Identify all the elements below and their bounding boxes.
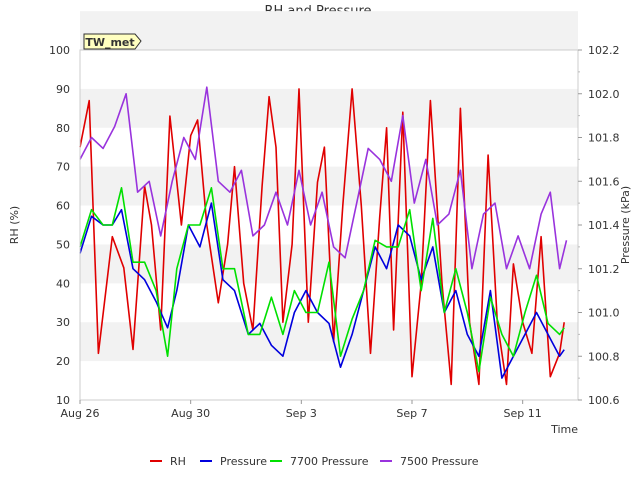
y-tick-label: 90 bbox=[56, 83, 70, 96]
legend-label: RH bbox=[170, 455, 186, 468]
legend-label: 7700 Pressure bbox=[290, 455, 369, 468]
y2-tick-label: 102.2 bbox=[588, 44, 620, 57]
y-tick-label: 50 bbox=[56, 238, 70, 251]
y2-tick-label: 101.6 bbox=[588, 175, 620, 188]
y-tick-label: 60 bbox=[56, 200, 70, 213]
y2-tick-label: 101.8 bbox=[588, 132, 620, 145]
y2-tick-label: 102.0 bbox=[588, 88, 620, 101]
x-tick-label: Sep 7 bbox=[396, 407, 427, 420]
y2-tick-label: 101.4 bbox=[588, 219, 620, 232]
y-tick-label: 40 bbox=[56, 277, 70, 290]
y2-tick-label: 101.2 bbox=[588, 263, 620, 276]
y-tick-label: 80 bbox=[56, 122, 70, 135]
y-tick-label: 30 bbox=[56, 316, 70, 329]
x-tick-label: Aug 26 bbox=[61, 407, 100, 420]
station-badge-box bbox=[83, 33, 142, 50]
y2-tick-label: 100.8 bbox=[588, 350, 620, 363]
legend-label: Pressure bbox=[220, 455, 267, 468]
y-axis-right-label: Pressure (kPa) bbox=[619, 186, 632, 264]
grid-band bbox=[80, 322, 578, 362]
x-tick-label: Sep 3 bbox=[286, 407, 317, 420]
x-axis: Aug 26 Aug 30 Sep 3 Sep 7 Sep 11 bbox=[61, 400, 542, 420]
y2-tick-label: 101.0 bbox=[588, 307, 620, 320]
y-tick-label: 100 bbox=[49, 44, 70, 57]
series-line-4 bbox=[79, 86, 568, 270]
y-axis-right: 100.6 100.8 101.0 101.2 101.4 101.6 101.8 102.0… bbox=[578, 44, 620, 407]
legend: RH Pressure 7700 Pressure 7500 Pressure bbox=[150, 455, 479, 468]
y-tick-label: 10 bbox=[56, 394, 70, 407]
y-tick-label: 20 bbox=[56, 355, 70, 368]
station-badge-label: TW_met bbox=[85, 36, 134, 49]
y2-tick-label: 100.6 bbox=[588, 394, 620, 407]
series-line-3 bbox=[79, 187, 565, 373]
y-axis-left-label: RH (%) bbox=[8, 206, 21, 244]
y-tick-label: 70 bbox=[56, 161, 70, 174]
grid-band bbox=[80, 166, 578, 206]
grid-band bbox=[80, 88, 578, 128]
legend-label: 7500 Pressure bbox=[400, 455, 479, 468]
grid-bands bbox=[80, 11, 578, 362]
grid-band bbox=[80, 11, 578, 50]
series-lines bbox=[79, 86, 568, 386]
series-line-1 bbox=[79, 88, 565, 386]
x-axis-label: Time bbox=[550, 423, 578, 436]
y-axis-left: 10 20 30 40 50 60 70 80 90 100 bbox=[49, 44, 70, 407]
station-badge: TW_met bbox=[83, 33, 142, 50]
x-tick-label: Sep 11 bbox=[504, 407, 542, 420]
x-tick-label: Aug 30 bbox=[171, 407, 210, 420]
